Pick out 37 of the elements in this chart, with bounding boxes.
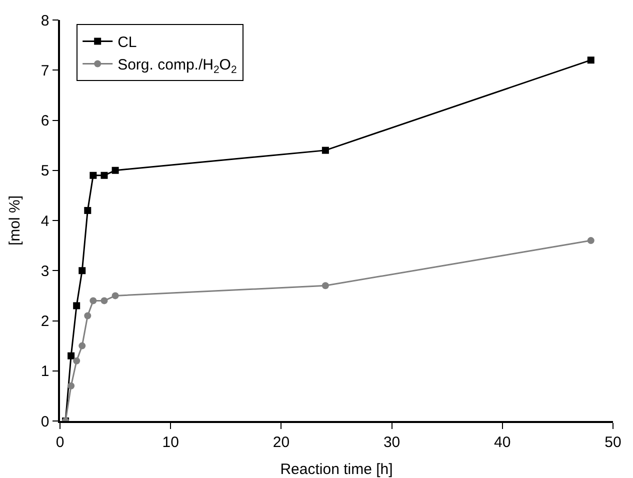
point [73,357,80,364]
x-tick-label: 50 [604,434,622,451]
y-tick-label: 3 [40,262,50,280]
x-axis-title: Reaction time [h] [280,461,393,478]
x-tick-label: 30 [383,434,400,451]
y-tick-label: 4 [40,212,50,230]
y-tick-label: 1 [40,363,50,380]
point [322,282,329,290]
y-tick-label: 2 [40,313,50,330]
point [68,382,75,390]
point [78,342,86,350]
point [84,312,92,320]
y-tick-label: 7 [40,62,50,80]
point [68,352,75,360]
point [112,166,119,174]
point [100,172,108,179]
point [587,56,594,64]
x-tick-label: 10 [162,434,179,451]
point [112,292,119,300]
y-axis-title: [mol %] [6,195,24,246]
y-tick-label: 6 [40,112,50,130]
point [100,297,108,304]
x-tick-label: 40 [494,434,511,451]
point [78,267,86,274]
point [90,172,97,179]
y-tick-label: 8 [40,12,50,30]
legend-label: Sorg. comp./H$_{2}$O$_{2}$ [118,56,237,76]
point [90,297,97,304]
legend-label: CL [118,34,137,52]
x-tick-label: 20 [272,434,290,451]
point [587,237,594,244]
y-tick-label: 0 [40,413,50,430]
y-tick-label: 5 [40,162,50,180]
x-tick-label: 0 [56,434,64,451]
point [322,146,329,154]
point [84,206,92,214]
point [73,302,80,310]
